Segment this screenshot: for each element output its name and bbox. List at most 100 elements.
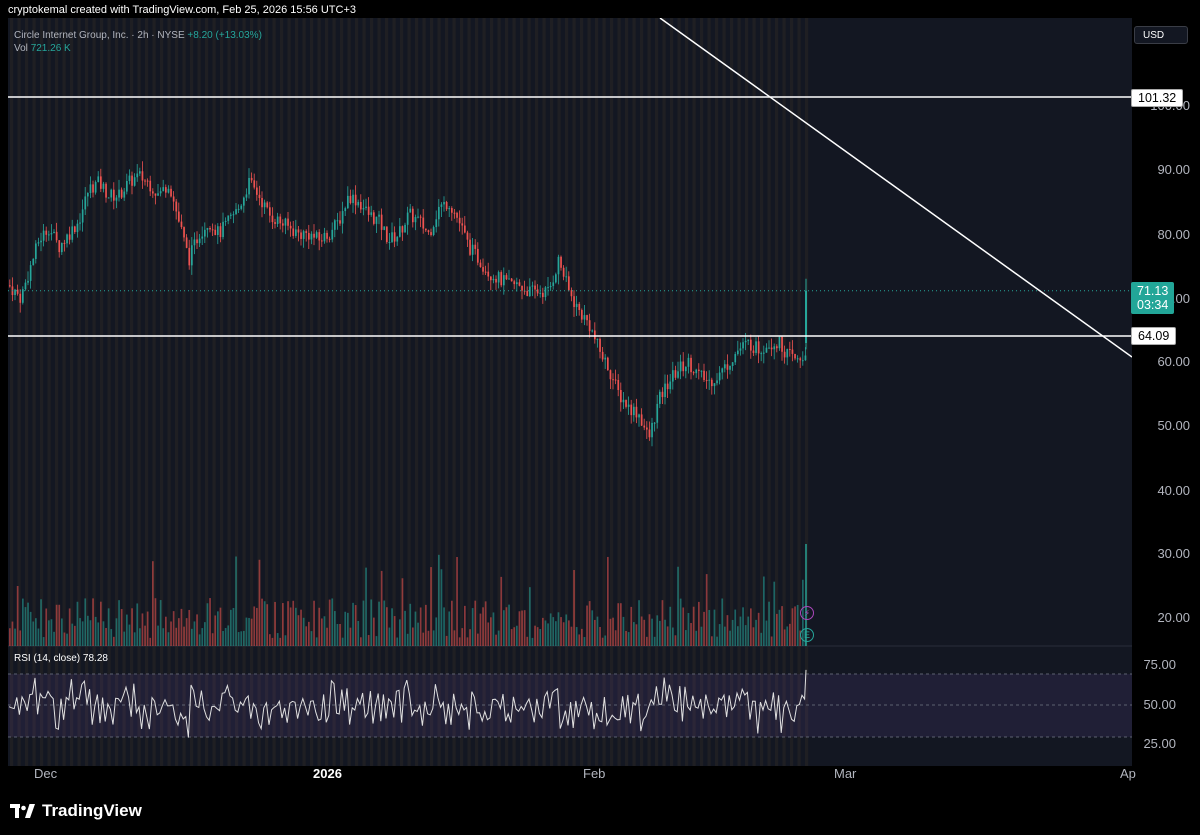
price-change: +8.20 (+13.03%) (187, 30, 262, 41)
candle-body (222, 221, 224, 238)
volume-bar (22, 598, 24, 646)
candle-body (760, 353, 763, 355)
volume-bar (581, 628, 583, 646)
volume-bar (544, 620, 547, 646)
volume-bar (648, 614, 651, 646)
candle-body (295, 229, 297, 236)
volume-bar (630, 606, 633, 646)
candle-body (417, 216, 419, 218)
candle-body (360, 201, 362, 210)
candle-body (646, 427, 648, 430)
candle-body (66, 234, 68, 244)
volume-bar (191, 628, 193, 646)
rsi-value: 78.28 (82, 653, 108, 664)
candle-body (139, 171, 141, 174)
candle-body (432, 227, 435, 236)
price-axis-label: 60.00 (1157, 354, 1190, 369)
volume-bar (170, 621, 172, 646)
volume-bar (604, 635, 607, 646)
candle-body (253, 180, 256, 188)
session-stripe (790, 18, 794, 766)
volume-bar (71, 623, 74, 646)
candle-body (661, 391, 664, 398)
volume-bar (328, 599, 331, 646)
volume-bar (79, 618, 81, 646)
session-stripe (325, 18, 329, 766)
volume-bar (321, 618, 323, 646)
candle-body (100, 176, 102, 189)
volume-bar (755, 619, 757, 646)
candle-body (794, 353, 796, 359)
volume-bar (562, 622, 565, 646)
session-stripe (587, 18, 591, 766)
lightning-event-icon[interactable]: ⚡ (800, 606, 814, 620)
volume-bar (120, 609, 123, 646)
volume-bar (729, 630, 731, 646)
session-stripe (437, 18, 441, 766)
volume-bar (724, 626, 726, 646)
session-stripe (677, 18, 681, 766)
session-stripe (737, 18, 741, 766)
candle-body (651, 422, 653, 438)
candle-body (235, 209, 237, 215)
session-stripe (722, 18, 726, 766)
session-stripe (467, 18, 471, 766)
volume-bar (344, 611, 347, 646)
volume-bar (282, 603, 284, 646)
candle-body (97, 176, 100, 183)
candle-body (230, 214, 232, 216)
price-chart-svg[interactable] (8, 18, 1132, 766)
candle-body (167, 188, 170, 193)
volume-bar (144, 625, 146, 646)
volume-bar (731, 619, 734, 646)
session-stripe (767, 18, 771, 766)
candle-body (518, 282, 521, 286)
candle-body (310, 233, 313, 240)
candle-body (495, 278, 497, 283)
volume-bar (74, 625, 76, 646)
candle-body (620, 389, 622, 403)
volume-bar (204, 622, 206, 646)
currency-button[interactable]: USD (1134, 26, 1188, 44)
volume-bar (178, 618, 180, 646)
earnings-event-icon[interactable]: E (800, 628, 814, 642)
candle-body (479, 262, 482, 268)
volume-bar (458, 637, 461, 646)
session-stripe (70, 18, 74, 766)
volume-bar (92, 598, 94, 646)
candle-body (188, 247, 191, 266)
price-axis-label: 50.00 (1157, 418, 1190, 433)
candle-body (802, 360, 804, 362)
candle-body (58, 240, 61, 253)
volume-bar (401, 578, 404, 646)
volume-bar (726, 615, 729, 646)
volume-bar (635, 624, 638, 646)
tradingview-logo[interactable]: TradingView (10, 801, 142, 821)
volume-bar (664, 619, 666, 646)
candle-body (484, 271, 487, 273)
session-stripe (317, 18, 321, 766)
volume-bar (742, 607, 744, 646)
candle-body (344, 208, 347, 212)
candle-body (16, 289, 19, 294)
candle-body (786, 349, 789, 358)
candle-body (157, 193, 159, 196)
candle-body (94, 182, 97, 193)
volume-bar (40, 599, 42, 646)
volume-bar (500, 576, 503, 646)
candle-body (32, 258, 35, 266)
session-stripe (430, 18, 434, 766)
volume-bar (640, 616, 643, 646)
volume-bar (97, 622, 100, 646)
candle-body (474, 244, 477, 249)
volume-bar (209, 598, 211, 646)
session-stripe (190, 18, 194, 766)
candle-body (492, 278, 495, 281)
candle-body (74, 226, 76, 233)
volume-bar (357, 620, 360, 646)
volume-bar (591, 610, 594, 646)
volume-bar (48, 620, 50, 646)
volume-bar (276, 633, 279, 646)
chart-area[interactable] (8, 18, 1132, 766)
price-axis-label: 80.00 (1157, 227, 1190, 242)
